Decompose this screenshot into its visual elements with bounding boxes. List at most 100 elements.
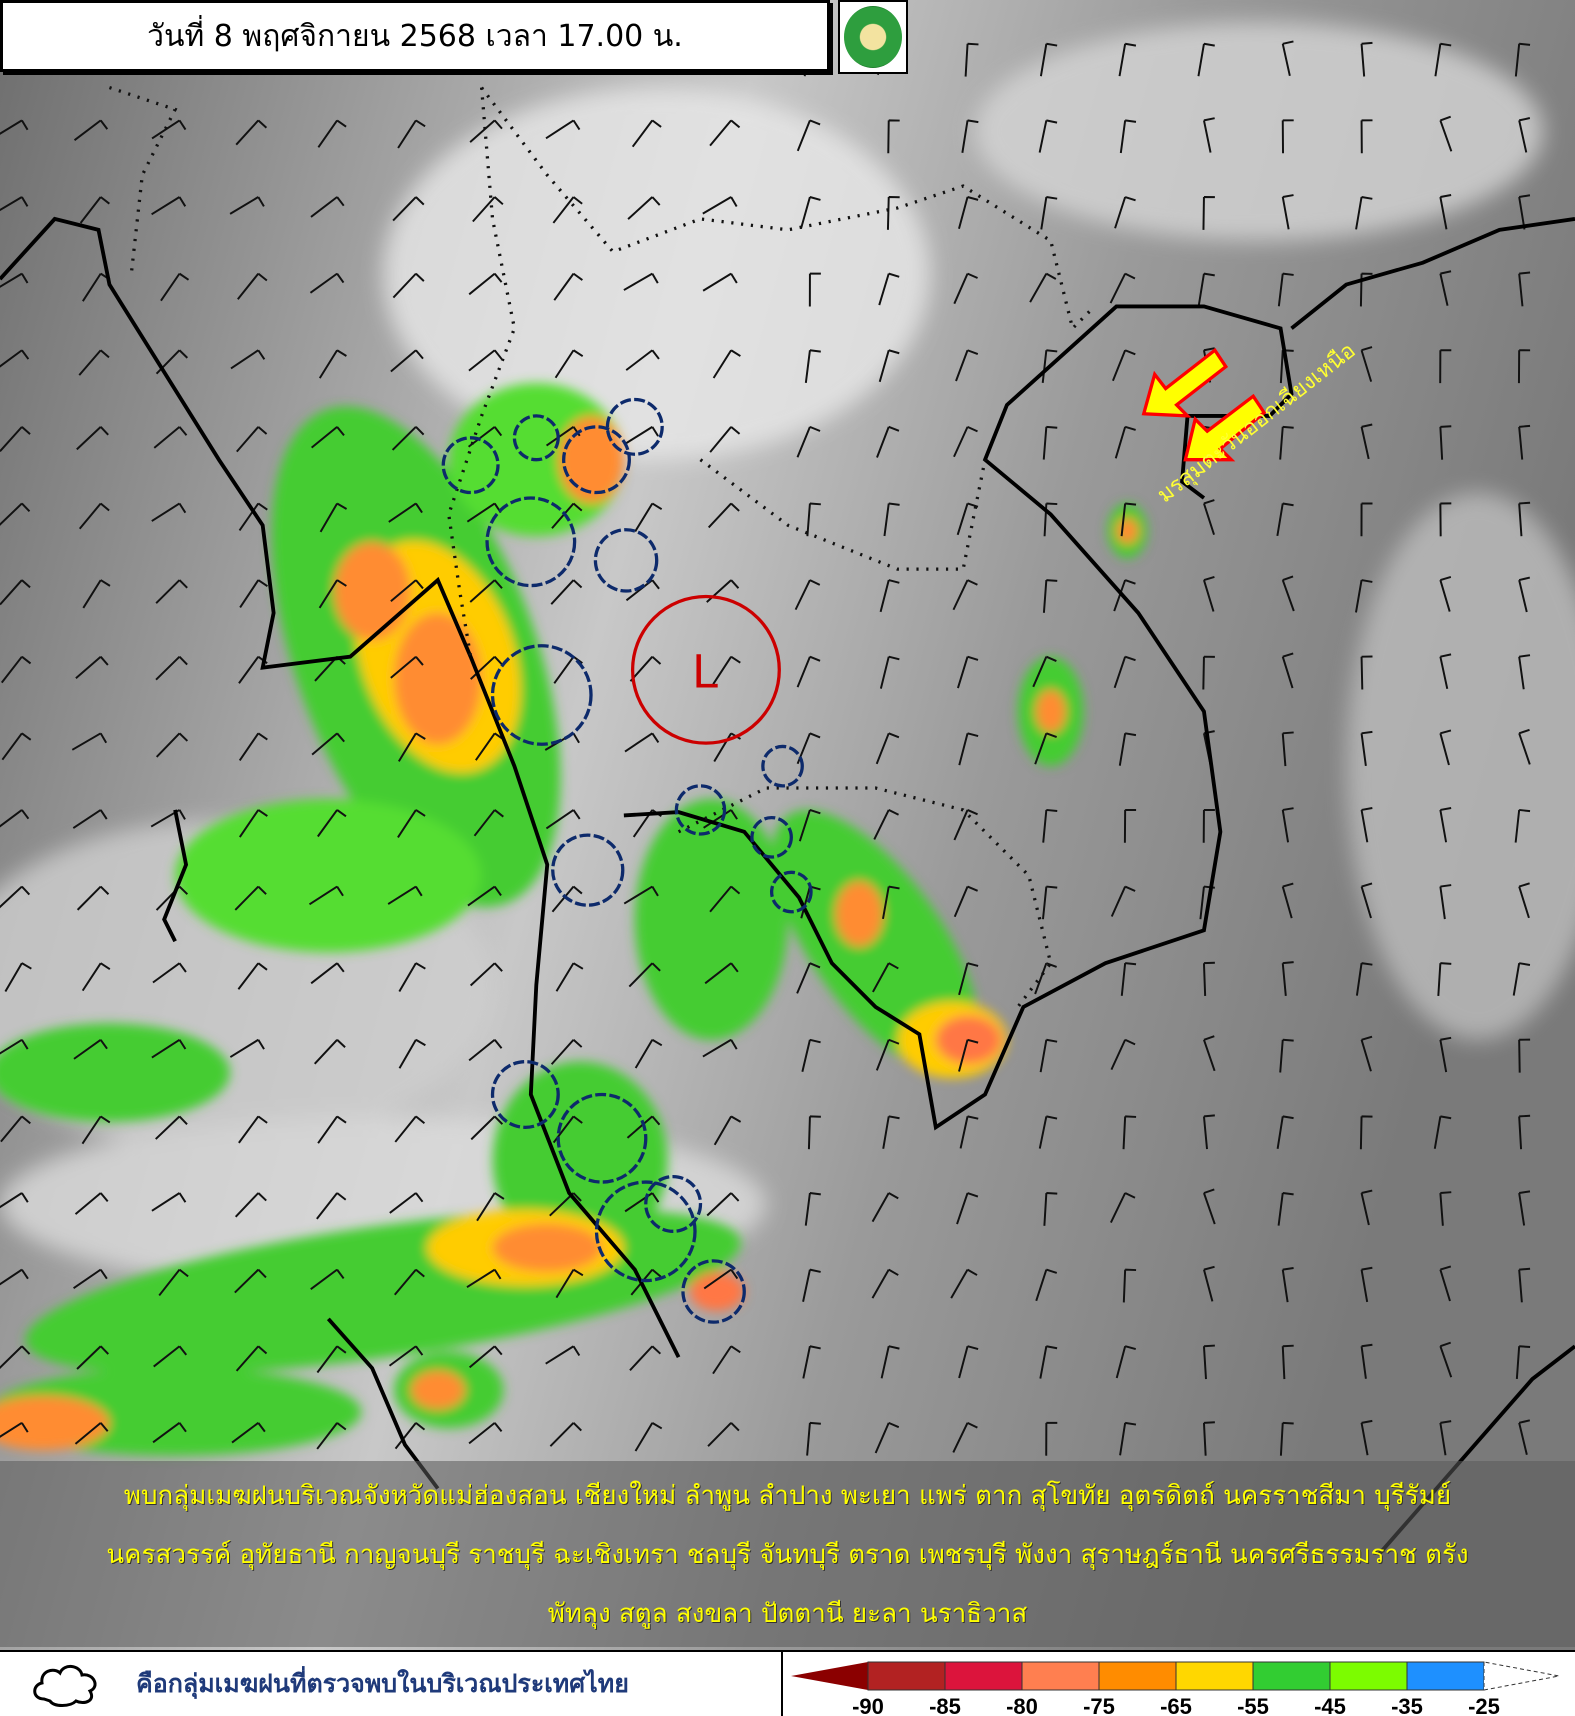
wind-barb (238, 502, 268, 531)
borders (108, 86, 1096, 1008)
wind-barb (545, 809, 581, 830)
wind-barb (887, 119, 900, 154)
wind-barb (470, 1115, 504, 1141)
wind-barb (76, 885, 110, 911)
wind-barb (953, 885, 979, 918)
wind-barb (466, 1268, 502, 1289)
wind-barb (73, 1268, 108, 1289)
wind-barb (394, 1115, 426, 1143)
wind-barb (1202, 117, 1215, 153)
wind-barb (873, 809, 899, 840)
wind-barb (551, 885, 583, 913)
wind-barb (1434, 42, 1452, 77)
wind-barb (1114, 425, 1136, 459)
wind-barb (1115, 1345, 1136, 1379)
wind-barb (1439, 502, 1452, 537)
wind-barb (798, 808, 821, 842)
wind-barb (1439, 1341, 1453, 1378)
wind-barb (880, 1345, 900, 1379)
wind-barb (1281, 652, 1294, 689)
wind-barb (1518, 576, 1531, 613)
colorbar-swatch (867, 1661, 946, 1691)
wind-barb (796, 425, 821, 458)
wind-barb (702, 196, 738, 215)
wind-barb (1035, 1268, 1058, 1302)
summary-line: พัทลุง สตูล สงขลา ปัตตานี ยะลา นราธิวาส (547, 1598, 1028, 1629)
summary-line: นครสวรรค์ อุทัยธานี กาญจนบุรี ราชบุรี ฉะ… (106, 1539, 1469, 1570)
wind-barb (878, 272, 900, 306)
arrow-icon (1183, 393, 1267, 462)
wind-barb (1118, 732, 1137, 766)
wind-barb (627, 196, 661, 220)
wind-barb (1279, 1038, 1294, 1073)
wind-barb (390, 579, 424, 603)
wind-barb (0, 1345, 31, 1369)
wind-barb (1439, 576, 1452, 612)
wind-barb (961, 119, 979, 153)
wind-barb (1203, 1035, 1216, 1072)
wind-barb (964, 42, 979, 77)
wind-barb (237, 272, 268, 300)
wind-barb (1038, 1115, 1058, 1149)
wind-barb (81, 962, 111, 992)
wind-barb (155, 1115, 188, 1140)
wind-barb (388, 502, 423, 523)
wind-barb (807, 1115, 821, 1150)
wind-barb (1518, 1114, 1531, 1150)
wind-barb (1122, 1268, 1137, 1303)
wind-barb (151, 119, 187, 140)
low-pressure-marker: L (630, 594, 781, 745)
colorbar-min-arrow (791, 1662, 868, 1690)
wind-barb (800, 196, 821, 229)
wind-barb (1360, 1035, 1373, 1072)
wind-barb (1279, 1421, 1294, 1456)
wind-barb (956, 502, 979, 536)
wind-barb (1042, 425, 1058, 460)
colorbar-tick-label: -55 (1237, 1694, 1269, 1716)
wind-barb (634, 1422, 663, 1452)
wind-barb (634, 502, 663, 532)
colorbar-tick-label: -80 (1006, 1694, 1038, 1716)
wind-barb (310, 196, 345, 218)
wind-barb (1202, 196, 1215, 230)
wind-barb (469, 962, 503, 987)
wind-barb (1281, 194, 1294, 230)
wind-barb (398, 962, 426, 992)
wind-barb (78, 349, 110, 376)
wind-barb (1281, 40, 1294, 77)
wind-barb (0, 1422, 29, 1438)
wind-barb (702, 272, 738, 292)
wind-barbs (0, 40, 1531, 1456)
wind-barb (155, 349, 189, 375)
wind-barb (1202, 1344, 1215, 1380)
wind-barb (706, 1192, 740, 1217)
wind-barb (952, 579, 978, 611)
wind-barb (1439, 1265, 1452, 1302)
wind-barb (549, 1422, 582, 1447)
wind-barb (804, 349, 821, 383)
wind-barb (882, 1115, 900, 1149)
coastlines (0, 216, 1575, 1556)
wind-barb (955, 349, 979, 382)
wind-barb (879, 655, 900, 689)
wind-barb (390, 655, 424, 679)
wind-barb (1439, 1036, 1452, 1073)
wind-barb (1029, 272, 1057, 303)
summary-text-band: พบกลุ่มเมฆฝนบริเวณจังหวัดแม่ฮ่องสอน เชีย… (0, 1461, 1575, 1647)
wind-barb (81, 1115, 111, 1145)
tmd-logo (838, 0, 908, 74)
wind-barb (1360, 882, 1373, 919)
wind-barb (882, 885, 900, 920)
wind-barb (1123, 808, 1137, 843)
wind-barb (1360, 502, 1373, 537)
wind-barb (239, 579, 268, 608)
wind-barb (545, 119, 581, 140)
wind-barb (75, 655, 109, 679)
wind-barb (804, 1192, 821, 1226)
wind-barb (1203, 1188, 1216, 1225)
wind-barb (74, 1422, 109, 1445)
wind-barb (1281, 731, 1294, 767)
wind-barb (73, 119, 109, 142)
wind-barb (802, 1268, 821, 1302)
wind-barb (0, 119, 29, 135)
